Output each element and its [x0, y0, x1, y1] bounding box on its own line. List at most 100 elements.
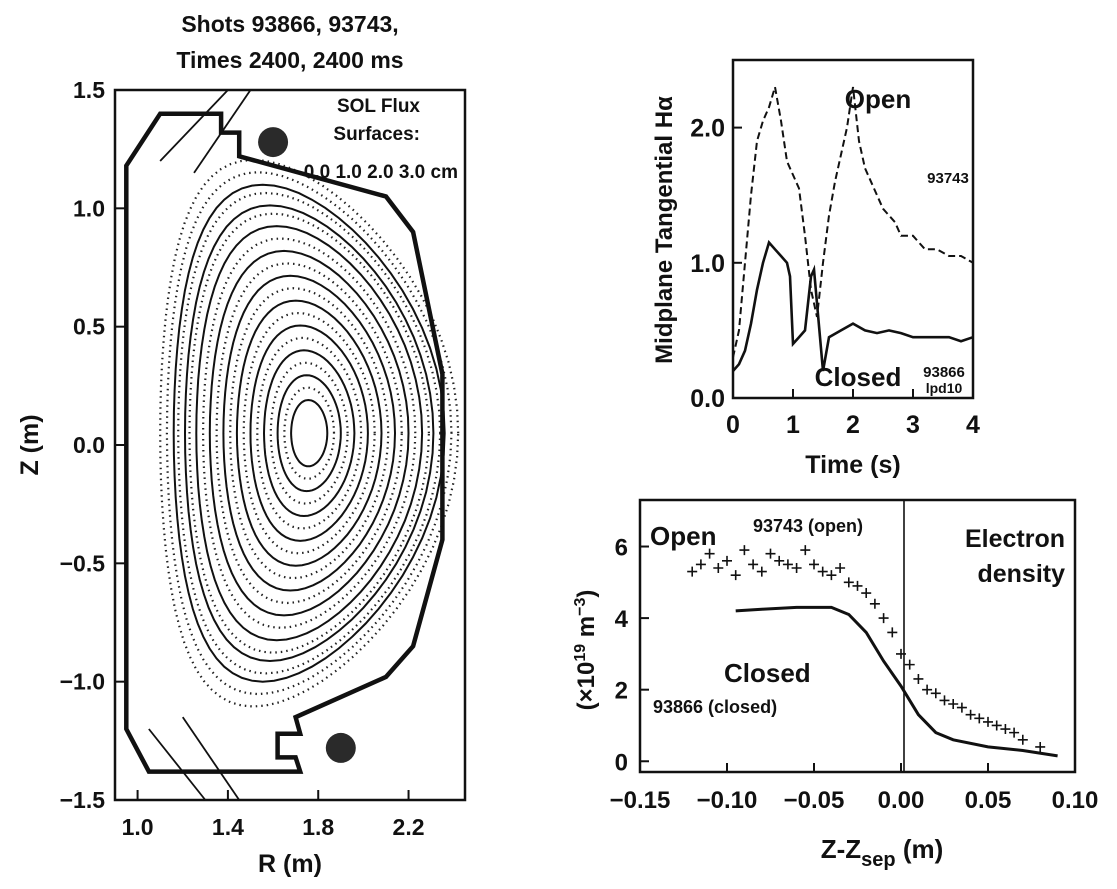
equilibrium-y-label: Z (m) — [16, 414, 44, 475]
x-tick-label: 4 — [966, 411, 980, 439]
equilibrium-x-label: R (m) — [258, 850, 322, 878]
density-y-label-tail: m — [573, 616, 600, 644]
density-open-point — [730, 570, 741, 581]
density-x-label: Z-Zsep (m) — [821, 834, 944, 871]
density-open-point — [991, 720, 1002, 731]
density-open-point — [713, 563, 724, 573]
coil-marker — [258, 127, 289, 158]
divertor-leg — [148, 728, 207, 801]
density-closed-fit-line — [735, 605, 1058, 758]
y-tick-label: 1.0 — [690, 250, 725, 278]
density-open-point — [930, 688, 941, 699]
halpha-panel: 0 1 2 3 4 0.0 1.0 2.0 Open 93743 Closed 93866 l… — [651, 58, 980, 479]
density-open-point — [748, 559, 759, 570]
density-x-label-tail: (m) — [896, 834, 944, 864]
density-open-point — [782, 559, 793, 570]
density-y-label-close: ) — [573, 590, 600, 598]
density-y-label: (×1019 m−3) — [572, 590, 600, 711]
halpha-ticks: 0 1 2 3 4 0.0 1.0 2.0 — [690, 115, 980, 439]
x-tick-label: 2 — [846, 411, 860, 439]
halpha-y-label: Midplane Tangential Hα — [651, 96, 678, 364]
density-open-point — [739, 545, 750, 556]
density-open-point — [878, 613, 889, 624]
density-open-point — [948, 699, 959, 709]
density-ticks: −0.15 −0.10 −0.05 0.00 0.05 0.10 0 2 4 6 — [610, 535, 1099, 814]
density-open-point — [887, 627, 898, 638]
density-y-label-exp: 19 — [572, 644, 589, 662]
x-tick-label: 1 — [786, 411, 800, 439]
density-open-point — [756, 566, 767, 577]
density-open-shot-label: 93743 (open) — [753, 516, 863, 536]
density-open-point — [861, 588, 872, 599]
x-tick-label: 0.00 — [878, 787, 925, 814]
halpha-shot-closed-label: 93866 — [923, 364, 965, 381]
flux-surface-dotted — [229, 287, 390, 580]
density-open-point — [774, 555, 785, 566]
y-tick-label: 4 — [615, 606, 629, 633]
density-open-point — [852, 580, 863, 591]
x-tick-label: 1.4 — [212, 814, 244, 840]
x-tick-label: 0 — [726, 411, 740, 439]
density-panel: −0.15 −0.10 −0.05 0.00 0.05 0.10 0 2 4 6 Open 937… — [572, 498, 1099, 871]
vessel-wall — [124, 111, 445, 774]
density-open-point — [1009, 727, 1020, 738]
density-x-label-main: Z-Z — [821, 834, 862, 864]
flux-surface-solid — [235, 299, 383, 567]
density-open-point — [809, 559, 819, 570]
halpha-series-93866 — [732, 239, 974, 372]
flux-surface-dotted — [201, 237, 417, 629]
x-tick-label: 0.10 — [1052, 787, 1099, 814]
density-open-point — [800, 545, 811, 556]
density-open-point — [704, 548, 715, 559]
sol-annotation-line3: 0.0 1.0 2.0 3.0 cm — [304, 162, 458, 183]
y-tick-label: −0.5 — [60, 550, 106, 576]
y-tick-label: 2 — [615, 678, 628, 705]
x-tick-label: −0.10 — [697, 787, 758, 814]
flux-surface-solid — [222, 274, 397, 592]
flux-surface-solid — [276, 374, 342, 493]
x-tick-label: 1.8 — [302, 814, 334, 840]
flux-surface-dotted — [215, 262, 403, 605]
density-open-point — [896, 648, 906, 659]
density-open-point — [817, 566, 828, 577]
density-open-point — [922, 684, 933, 695]
flux-surface-solid — [183, 204, 435, 663]
y-tick-label: 0.5 — [73, 314, 105, 340]
x-tick-label: 0.05 — [965, 787, 1012, 814]
x-tick-label: −0.15 — [610, 787, 671, 814]
divertor-leg — [181, 716, 240, 801]
coil-markers — [258, 127, 356, 763]
equilibrium-title-line1: Shots 93866, 93743, — [181, 11, 398, 37]
density-open-point — [956, 702, 967, 713]
x-tick-label: 1.0 — [122, 814, 154, 840]
flux-surfaces — [148, 89, 460, 801]
density-open-point — [1017, 734, 1028, 745]
density-open-point — [965, 709, 976, 720]
halpha-open-label: Open — [845, 84, 911, 114]
y-tick-label: −1.5 — [60, 787, 106, 813]
density-open-point — [695, 559, 706, 570]
density-open-point — [1000, 724, 1011, 735]
density-open-point — [939, 695, 950, 706]
density-open-point — [974, 713, 985, 724]
density-y-label-exp2: −3 — [572, 598, 589, 616]
halpha-series-93743 — [732, 86, 974, 358]
density-open-point — [1035, 741, 1046, 752]
density-data — [687, 545, 1058, 758]
y-tick-label: 2.0 — [690, 115, 725, 143]
density-open-point — [791, 563, 802, 573]
x-tick-label: 2.2 — [393, 814, 425, 840]
electron-density-label-line1: Electron — [965, 525, 1065, 553]
y-tick-label: 1.0 — [73, 195, 105, 221]
halpha-traces — [732, 86, 974, 372]
halpha-closed-label: Closed — [815, 362, 902, 392]
coil-marker — [325, 732, 356, 763]
density-y-label-main: (×10 — [573, 662, 600, 711]
density-axes-frame — [638, 498, 1077, 774]
density-open-point — [843, 577, 854, 588]
density-open-point — [983, 716, 993, 727]
equilibrium-panel: Shots 93866, 93743, Times 2400, 2400 ms … — [16, 11, 467, 878]
flux-surface-solid — [249, 324, 369, 542]
y-tick-label: 0.0 — [73, 432, 105, 458]
